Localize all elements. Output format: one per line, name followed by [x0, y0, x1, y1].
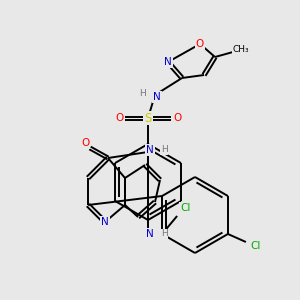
Text: O: O [81, 138, 89, 148]
Text: O: O [196, 39, 204, 49]
Text: Cl: Cl [180, 203, 190, 213]
Text: N: N [164, 57, 172, 67]
Text: H: H [160, 230, 167, 238]
Text: N: N [146, 145, 154, 155]
Text: CH₃: CH₃ [233, 46, 249, 55]
Text: O: O [115, 113, 123, 123]
Text: N: N [153, 92, 161, 102]
Text: Cl: Cl [251, 241, 261, 251]
Text: H: H [160, 146, 167, 154]
Text: N: N [146, 229, 154, 239]
Text: O: O [173, 113, 181, 123]
Text: S: S [144, 112, 152, 124]
Text: H: H [140, 88, 146, 98]
Text: N: N [101, 217, 109, 227]
